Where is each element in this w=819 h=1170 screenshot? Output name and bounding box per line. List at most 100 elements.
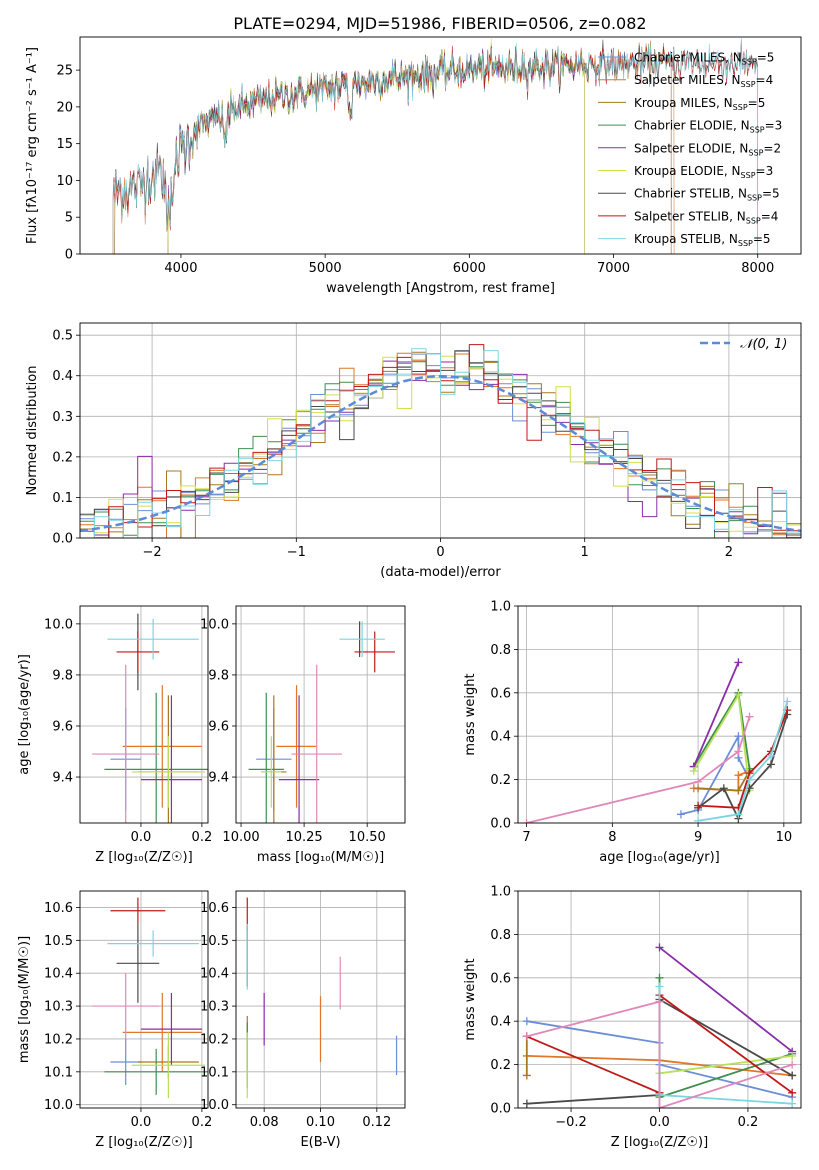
y-tick-label: 25 [56, 64, 73, 79]
mass-weight-vs-metallicity-plot: −0.2 0.0 0.2 0.0 0.2 0.4 0.6 0.8 1.0 Z [log₁₀(Z/Z… [463, 885, 802, 1150]
legend-entry: Kroupa STELIB, NSSP=5 [634, 232, 771, 248]
y-axis-label: mass [log₁₀(M/M☉)] [17, 936, 32, 1063]
y-tick-label: 9.6 [208, 719, 229, 734]
weight-marker [788, 1099, 797, 1108]
weight-marker [655, 943, 664, 952]
legend-entry: 𝒩(0, 1) [740, 337, 787, 352]
axes-frame [79, 605, 209, 824]
y-tick-label: 9.8 [208, 668, 229, 683]
x-tick-label: 6000 [453, 261, 486, 276]
y-tick-label: 9.4 [208, 771, 229, 786]
weight-line-salpeter_miles [693, 770, 750, 792]
histogram-kroupa_stelib [80, 348, 801, 538]
y-tick-label: 10.0 [44, 617, 73, 632]
weight-marker [694, 801, 703, 810]
x-axis-label: E(B-V) [300, 1135, 340, 1150]
x-tick-label: 10.00 [222, 830, 259, 845]
legend-entry: Salpeter MILES, NSSP=4 [634, 73, 773, 89]
weight-line-salpeter_elodie [658, 946, 793, 1053]
y-tick-label: 10.2 [200, 1032, 229, 1047]
x-tick-label: 7000 [597, 261, 630, 276]
y-tick-label: 10.2 [44, 1032, 73, 1047]
y-tick-label: 0.4 [490, 1015, 511, 1030]
y-tick-label: 9.4 [52, 771, 73, 786]
axes-frame [235, 605, 406, 824]
y-tick-label: 0.0 [490, 817, 511, 832]
weight-marker [766, 760, 775, 769]
y-axis-label: age [log₁₀(age/yr)] [17, 654, 32, 775]
y-tick-label: 0.6 [490, 971, 511, 986]
weight-marker [783, 697, 792, 706]
x-tick-label: 8 [608, 830, 616, 845]
x-tick-label: 1 [581, 545, 589, 560]
weight-marker [734, 690, 743, 699]
y-tick-label: 10.1 [200, 1065, 229, 1080]
x-tick-label: 0.0 [131, 1115, 152, 1130]
mass-vs-metallicity-plot: 0.0 0.2 10.0 10.1 10.2 10.3 10.4 10.5 10.6 Z [log… [17, 890, 212, 1150]
y-tick-label: 10 [56, 174, 73, 189]
weight-line-lime [659, 1055, 793, 1075]
x-tick-label: −0.2 [555, 1115, 587, 1130]
weight-marker [522, 819, 531, 823]
x-tick-label: 0.0 [131, 830, 152, 845]
axes-frame [79, 890, 209, 1109]
y-tick-label: 5 [65, 211, 73, 226]
weight-line-pink [526, 716, 751, 823]
x-tick-label: −1 [287, 545, 306, 560]
x-tick-label: 10.25 [285, 830, 322, 845]
axes-frame [235, 890, 406, 1109]
weight-marker [676, 810, 685, 819]
legend-entry: Kroupa MILES, NSSP=5 [634, 96, 765, 112]
x-tick-label: 0 [436, 545, 444, 560]
y-tick-label: 0.0 [490, 1102, 511, 1117]
weight-marker [734, 747, 743, 756]
y-tick-label: 10.6 [200, 901, 229, 916]
x-tick-label: 0.0 [649, 1115, 670, 1130]
y-axis-label: Normed distribution [25, 366, 40, 496]
x-axis-label: (data-model)/error [380, 565, 501, 580]
legend-entry: Chabrier STELIB, NSSP=5 [634, 187, 780, 203]
weight-marker [745, 775, 754, 784]
age-vs-mass-plot: 10.00 10.25 10.50 9.4 9.6 9.8 10.0 mass [log₁₀(… [200, 605, 406, 865]
y-tick-label: 0.2 [490, 1058, 511, 1073]
weight-marker [522, 1071, 531, 1080]
figure-title: PLATE=0294, MJD=51986, FIBERID=0506, z=0… [233, 14, 646, 33]
y-tick-label: 0.0 [52, 532, 73, 547]
x-tick-label: 9 [694, 830, 702, 845]
y-tick-label: 10.5 [44, 934, 73, 949]
y-tick-label: 10.3 [200, 1000, 229, 1015]
histogram-salpeter_stelib [80, 344, 801, 538]
weight-marker [734, 810, 743, 819]
y-tick-label: 0.4 [52, 369, 73, 384]
weight-line-salpeter_elodie [692, 662, 740, 767]
y-axis-label: Flux [fλ10⁻¹⁷ erg cm⁻² s⁻¹ A⁻¹] [25, 47, 40, 244]
plot-area [236, 606, 405, 823]
weight-marker [655, 1104, 664, 1108]
plot-area [80, 891, 208, 1108]
spectrum-legend: Chabrier MILES, NSSP=5 Salpeter MILES, NS… [598, 51, 782, 248]
x-tick-label: 0.08 [250, 1115, 279, 1130]
x-axis-label: Z [log₁₀(Z/Z☉)] [95, 1135, 192, 1150]
histogram-chabrier_stelib [80, 350, 801, 538]
legend-entry: Kroupa ELODIE, NSSP=3 [634, 164, 773, 180]
x-tick-label: 0.2 [192, 830, 213, 845]
y-axis-label: mass weight [463, 673, 478, 755]
weight-marker [745, 712, 754, 721]
y-tick-label: 0.8 [490, 928, 511, 943]
legend-entry: Salpeter ELODIE, NSSP=2 [634, 141, 781, 157]
spectrum-plot: 4000 5000 6000 7000 8000 0 5 10 15 20 25 wavelength… [25, 36, 802, 296]
spectrum-line-kroupa_elodie [167, 38, 585, 254]
weight-marker [689, 766, 698, 775]
y-tick-label: 0.1 [52, 491, 73, 506]
mass-weight-vs-age-plot: 7 8 9 10 0.0 0.2 0.4 0.6 0.8 1.0 age [log₁₀(age/yr… [463, 600, 802, 865]
y-tick-label: 9.8 [52, 668, 73, 683]
x-tick-label: 0.12 [362, 1115, 391, 1130]
y-tick-label: 10.0 [200, 1098, 229, 1113]
weight-marker [788, 1071, 797, 1080]
weight-marker [766, 751, 775, 760]
plot-area [80, 323, 801, 538]
y-tick-label: 10.3 [44, 1000, 73, 1015]
plot-area [112, 37, 758, 254]
y-tick-label: 1.0 [490, 885, 511, 900]
